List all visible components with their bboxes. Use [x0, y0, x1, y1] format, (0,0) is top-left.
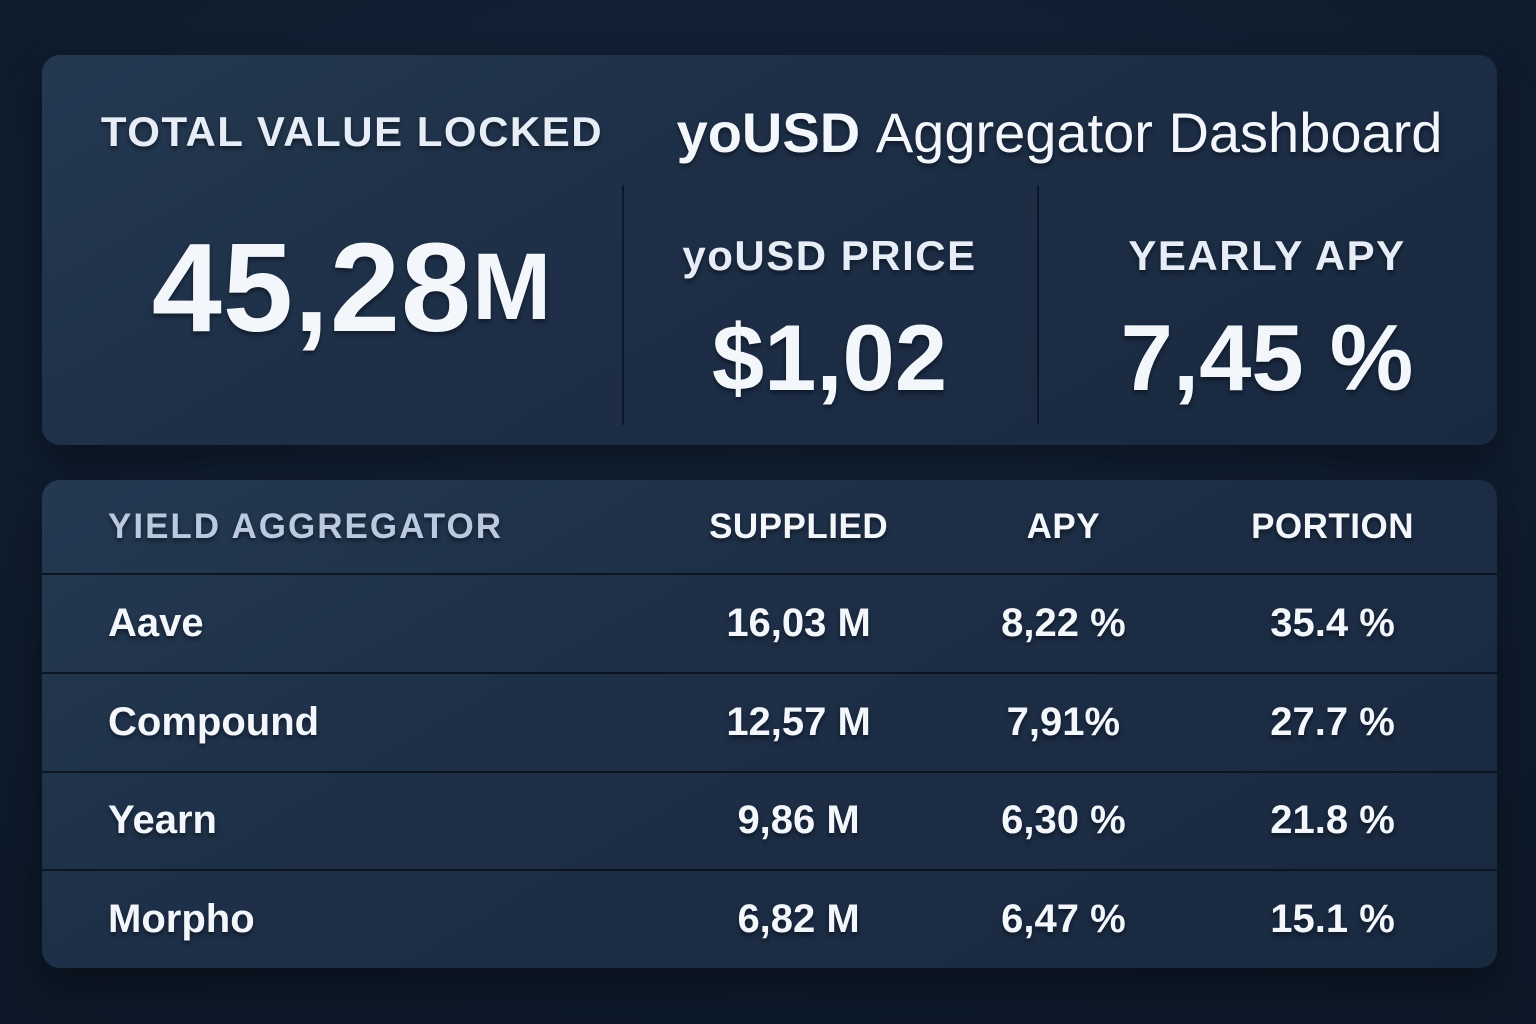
vertical-divider	[622, 185, 624, 425]
supplied-value: 12,57 M	[726, 699, 871, 744]
tvl-value: 45,28 M	[62, 216, 642, 358]
table-row: Aave 16,03 M 8,22 % 35.4 %	[42, 575, 1497, 674]
tvl-unit: M	[472, 233, 553, 340]
table-header-row: YIELD AGGREGATOR SUPPLIED APY PORTION	[42, 480, 1497, 575]
price-label: yoUSD PRICE	[682, 232, 977, 279]
apy-stat: YEARLY APY 7,45 %	[1037, 185, 1497, 425]
table-row: Compound 12,57 M 7,91% 27.7 %	[42, 674, 1497, 773]
brand-name: yoUSD	[676, 100, 861, 164]
supplied-value: 16,03 M	[726, 600, 871, 645]
portion-value: 27.7 %	[1270, 699, 1395, 744]
apy-value: 6,30 %	[1001, 798, 1126, 843]
portion-value: 35.4 %	[1270, 600, 1395, 645]
price-stat: yoUSD PRICE $1,02	[622, 185, 1037, 425]
tvl-label: TOTAL VALUE LOCKED	[100, 108, 604, 155]
vertical-divider	[1037, 185, 1039, 425]
protocol-name: Morpho	[108, 897, 255, 942]
apy-value: 6,47 %	[1001, 897, 1126, 942]
column-header-apy: APY	[1026, 506, 1101, 546]
price-value: $1,02	[711, 305, 948, 410]
stats-card: TOTAL VALUE LOCKED 45,28 M yoUSD Aggregato…	[42, 55, 1497, 445]
protocol-name: Aave	[108, 600, 204, 645]
page-title: yoUSD Aggregator Dashboard	[622, 100, 1497, 164]
supplied-value: 6,82 M	[737, 897, 860, 942]
aggregator-table: YIELD AGGREGATOR SUPPLIED APY PORTION Aa…	[42, 480, 1497, 968]
portion-value: 15.1 %	[1270, 897, 1395, 942]
apy-label: YEARLY APY	[1128, 232, 1406, 279]
page-title-rest: Aggregator Dashboard	[875, 100, 1443, 164]
apy-value: 7,91%	[1006, 699, 1121, 744]
protocol-name: Yearn	[108, 798, 217, 843]
column-header-aggregator: YIELD AGGREGATOR	[108, 506, 503, 546]
table-row: Yearn 9,86 M 6,30 % 21.8 %	[42, 773, 1497, 872]
portion-value: 21.8 %	[1270, 798, 1395, 843]
apy-value: 7,45 %	[1120, 305, 1414, 410]
column-header-portion: PORTION	[1251, 506, 1415, 546]
protocol-name: Compound	[108, 699, 320, 744]
apy-value: 8,22 %	[1001, 600, 1126, 645]
supplied-value: 9,86 M	[737, 798, 860, 843]
column-header-supplied: SUPPLIED	[709, 506, 889, 546]
table-row: Morpho 6,82 M 6,47 % 15.1 %	[42, 871, 1497, 968]
tvl-amount: 45,28	[151, 216, 473, 358]
